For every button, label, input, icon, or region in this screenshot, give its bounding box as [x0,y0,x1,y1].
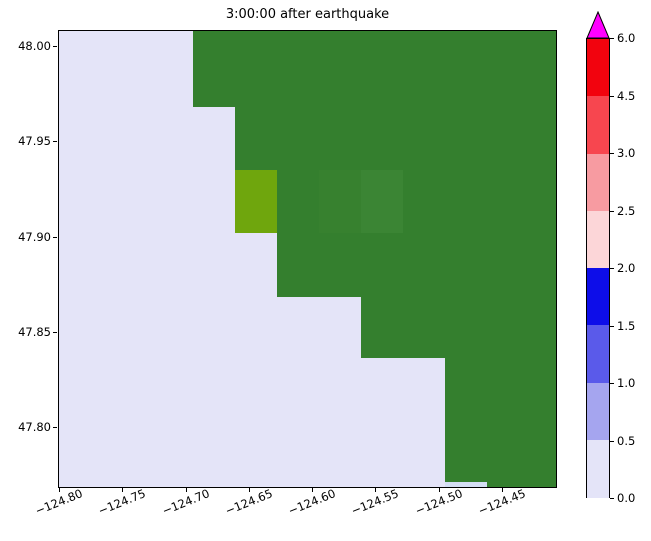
map-cell [361,297,557,358]
y-tick-label: 47.95 [18,134,51,148]
y-tick-label: 47.90 [18,230,51,244]
colorbar-tick-mark [610,211,614,212]
y-tick-label: 48.00 [18,39,51,53]
x-tick-mark [122,488,123,492]
colorbar-tick-label: 0.5 [617,434,635,448]
colorbar-tick-mark [610,498,614,499]
colorbar-tick-label: 4.5 [617,89,635,103]
colorbar-tick-label: 2.5 [617,204,635,218]
x-tick-mark [502,488,503,492]
colorbar-tick-mark [610,153,614,154]
figure: 3:00:00 after earthquake −124.80−124.75−… [0,0,651,541]
x-tick-mark [439,488,440,492]
chart-title: 3:00:00 after earthquake [58,7,557,23]
inundation-cell [235,170,277,233]
map-cell [319,170,361,233]
y-tick-mark [53,237,57,238]
y-tick-mark [53,427,57,428]
colorbar-tick-mark [610,383,614,384]
map-cell [193,30,557,107]
colorbar-segment [587,211,609,269]
x-tick-mark [249,488,250,492]
x-tick-mark [59,488,60,492]
colorbar-tick-mark [610,326,614,327]
map-cell [361,170,403,233]
x-tick-mark [312,488,313,492]
map-plot-area [58,30,557,488]
y-tick-mark [53,141,57,142]
y-tick-label: 47.80 [18,420,51,434]
colorbar-over-arrow-icon [586,11,610,39]
y-tick-mark [53,46,57,47]
colorbar-segment [587,440,609,498]
colorbar-tick-label: 2.0 [617,261,635,275]
y-tick-mark [53,332,57,333]
colorbar-segment [587,325,609,383]
colorbar-tick-label: 1.0 [617,376,635,390]
colorbar-segment [587,268,609,326]
colorbar-tick-label: 1.5 [617,319,635,333]
map-cell [235,107,557,170]
colorbar-tick-mark [610,268,614,269]
x-tick-mark [375,488,376,492]
y-tick-label: 47.85 [18,325,51,339]
colorbar-tick-mark [610,96,614,97]
colorbar-tick-label: 0.0 [617,491,635,505]
map-cell [445,358,557,482]
colorbar-segment [587,383,609,441]
map-cell [277,233,557,297]
colorbar-segment [587,96,609,154]
colorbar-bar [586,38,610,498]
colorbar-segment [587,154,609,212]
x-tick-mark [186,488,187,492]
colorbar-tick-mark [610,38,614,39]
map-cell [445,482,487,488]
colorbar-tick-label: 3.0 [617,146,635,160]
colorbar-tick-label: 6.0 [617,31,635,45]
colorbar-segment [587,39,609,97]
colorbar-tick-mark [610,441,614,442]
